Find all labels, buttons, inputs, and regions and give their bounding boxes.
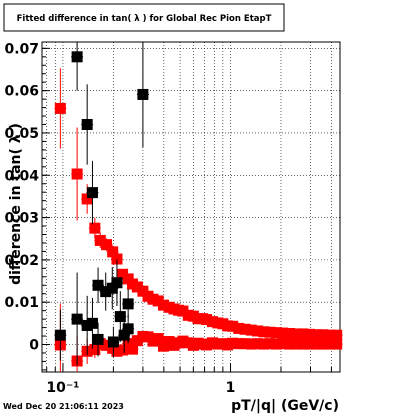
- data-point: [284, 328, 296, 339]
- data-point: [201, 339, 213, 351]
- data-point: [239, 323, 251, 335]
- data-point: [331, 329, 343, 341]
- data-point: [117, 344, 129, 356]
- data-point: [252, 325, 264, 337]
- data-point: [86, 317, 98, 329]
- data-point: [114, 311, 126, 323]
- data-point: [131, 335, 143, 347]
- data-point: [111, 345, 123, 357]
- y-tick-label: 0: [29, 338, 39, 354]
- axis-layer: 0 0.01 0.02 0.03 0.04 0.05 0.06 0.07 10⁻¹ 1: [4, 41, 332, 396]
- data-point: [258, 338, 270, 350]
- data-point: [92, 333, 104, 345]
- y-tick-label: 0.03: [4, 211, 39, 227]
- data-point: [94, 234, 106, 246]
- y-tick-label: 0.05: [4, 126, 39, 142]
- data-point: [71, 51, 83, 63]
- data-point: [227, 337, 239, 349]
- data-point: [297, 328, 309, 340]
- data-point: [131, 281, 143, 293]
- data-point: [277, 327, 289, 339]
- x-axis-title: pT/|q| (GeV/c): [231, 398, 339, 414]
- data-point: [258, 326, 270, 338]
- data-point: [304, 338, 316, 350]
- data-point: [317, 338, 329, 350]
- data-point: [252, 338, 264, 350]
- data-point: [126, 343, 138, 355]
- data-point: [233, 322, 245, 334]
- data-point: [122, 323, 134, 335]
- data-point: [86, 187, 98, 199]
- data-point: [201, 314, 213, 326]
- data-point: [304, 328, 316, 340]
- data-point: [122, 298, 134, 310]
- data-point: [310, 338, 322, 350]
- data-point: [117, 268, 129, 280]
- data-point: [270, 338, 282, 350]
- y-tick-label: 0.04: [4, 168, 39, 184]
- data-point: [331, 338, 343, 350]
- data-point: [239, 338, 251, 350]
- data-point: [152, 333, 164, 345]
- data-point: [118, 329, 130, 341]
- y-tick-label: 0.02: [4, 253, 39, 269]
- data-point: [101, 239, 113, 251]
- data-point: [107, 246, 119, 258]
- y-tick-label: 0.07: [4, 41, 39, 57]
- data-point: [100, 286, 112, 298]
- x-tick-label: 1: [226, 380, 236, 396]
- data-point: [137, 88, 149, 100]
- data-point: [324, 338, 336, 350]
- footer-timestamp: Wed Dec 20 21:06:11 2023: [3, 402, 124, 411]
- data-point: [270, 327, 282, 339]
- data-point: [111, 253, 123, 265]
- data-point: [111, 277, 123, 289]
- data-point: [245, 338, 257, 350]
- data-point: [277, 338, 289, 350]
- title-box: [3, 3, 285, 32]
- data-point: [71, 168, 83, 180]
- data-point: [71, 313, 83, 325]
- y-tick-label: 0.01: [4, 295, 39, 311]
- data-point: [297, 338, 309, 350]
- data-point: [290, 328, 302, 340]
- data-layer: [54, 42, 343, 372]
- y-tick-label: 0.06: [4, 84, 39, 100]
- data-point: [245, 324, 257, 336]
- data-point: [157, 299, 169, 311]
- data-point: [81, 193, 93, 205]
- data-point: [89, 222, 101, 234]
- data-point: [324, 329, 336, 341]
- data-point: [290, 338, 302, 350]
- data-point: [310, 329, 322, 341]
- data-point: [264, 326, 276, 338]
- x-tick-label: 10⁻¹: [46, 380, 79, 396]
- data-point: [54, 102, 66, 114]
- data-point: [227, 320, 239, 332]
- data-point: [107, 336, 119, 348]
- y-axis-title: difference in tan( λ ): [8, 123, 24, 285]
- data-point: [81, 119, 93, 130]
- grid-layer: [42, 42, 340, 372]
- data-point: [54, 329, 66, 341]
- chart-title: Fitted difference in tan( λ ) for Global…: [17, 14, 272, 24]
- data-point: [284, 338, 296, 350]
- data-point: [89, 344, 101, 356]
- data-point: [101, 339, 113, 351]
- data-point: [157, 340, 169, 352]
- data-point: [92, 279, 104, 291]
- data-point: [264, 338, 276, 350]
- data-point: [233, 338, 245, 350]
- data-point: [317, 329, 329, 341]
